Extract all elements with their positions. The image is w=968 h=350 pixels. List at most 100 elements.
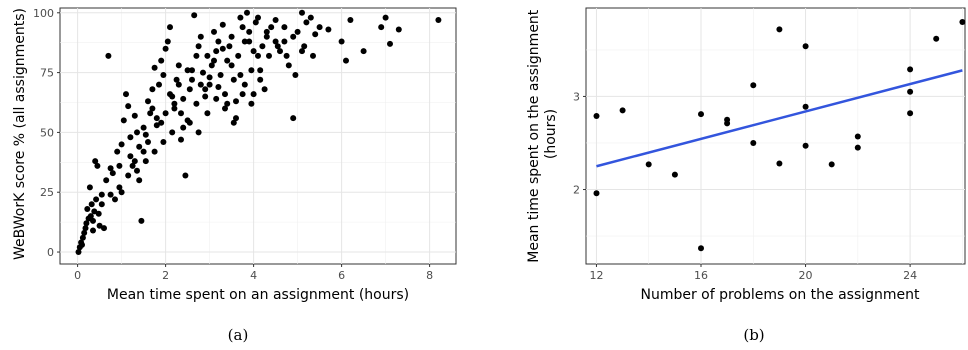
data-point bbox=[195, 129, 202, 136]
data-point bbox=[303, 19, 310, 26]
data-point bbox=[149, 105, 156, 112]
data-point bbox=[233, 98, 239, 105]
data-point bbox=[186, 119, 193, 126]
data-point bbox=[153, 115, 160, 122]
data-point bbox=[151, 148, 158, 155]
data-point bbox=[347, 17, 354, 23]
data-point bbox=[378, 24, 385, 31]
data-point bbox=[213, 95, 220, 102]
data-point bbox=[167, 24, 173, 31]
data-point bbox=[131, 112, 138, 119]
data-point bbox=[162, 45, 169, 52]
data-point bbox=[118, 141, 125, 148]
data-point bbox=[142, 131, 149, 138]
data-point bbox=[698, 111, 704, 118]
data-point bbox=[171, 100, 178, 107]
data-point bbox=[86, 184, 93, 191]
data-point bbox=[248, 100, 255, 107]
x-tick-label: 16 bbox=[694, 269, 708, 282]
data-point bbox=[123, 91, 129, 98]
data-point bbox=[162, 110, 169, 117]
x-tick-label: 8 bbox=[426, 269, 433, 282]
y-tick-label: 2 bbox=[573, 184, 580, 197]
data-point bbox=[290, 33, 297, 40]
data-point bbox=[776, 160, 783, 167]
data-point bbox=[241, 81, 248, 88]
data-point bbox=[140, 148, 147, 155]
data-point bbox=[160, 139, 167, 145]
chart-a: 0 2 4 6 8 0 25 50 75 100 Mean time spent on an as… bbox=[12, 7, 457, 344]
data-point bbox=[142, 158, 149, 165]
data-point bbox=[171, 105, 178, 112]
chart-a-points bbox=[75, 9, 442, 255]
data-point bbox=[145, 139, 151, 145]
data-point bbox=[222, 105, 228, 112]
data-point bbox=[237, 14, 244, 21]
data-point bbox=[255, 14, 261, 21]
data-point bbox=[164, 38, 171, 45]
data-point bbox=[593, 190, 600, 197]
data-point bbox=[75, 249, 82, 255]
data-point bbox=[907, 110, 914, 117]
data-point bbox=[233, 115, 239, 122]
data-point bbox=[208, 62, 215, 69]
data-point bbox=[79, 234, 86, 241]
data-point bbox=[226, 43, 233, 50]
data-point bbox=[134, 129, 140, 136]
data-point bbox=[263, 28, 270, 35]
data-point bbox=[151, 64, 158, 71]
data-point bbox=[120, 117, 127, 124]
data-point bbox=[160, 72, 167, 78]
data-point bbox=[79, 241, 85, 248]
data-point bbox=[272, 17, 279, 23]
data-point bbox=[197, 81, 204, 88]
data-point bbox=[112, 196, 118, 203]
data-point bbox=[246, 28, 253, 35]
data-point bbox=[257, 76, 264, 83]
data-point bbox=[81, 229, 88, 236]
y-tick-label: 3 bbox=[573, 90, 580, 103]
data-point bbox=[84, 206, 91, 212]
chart-b-plot-area bbox=[585, 7, 966, 265]
data-point bbox=[180, 124, 187, 131]
data-point bbox=[593, 113, 600, 119]
data-point bbox=[259, 43, 266, 50]
data-point bbox=[127, 153, 134, 160]
data-point bbox=[907, 66, 914, 73]
data-point bbox=[299, 48, 305, 55]
data-point bbox=[116, 162, 123, 169]
data-point bbox=[125, 172, 132, 179]
data-point bbox=[290, 115, 297, 122]
data-point bbox=[88, 201, 95, 208]
data-point bbox=[83, 220, 90, 227]
data-point bbox=[250, 91, 257, 98]
data-point bbox=[215, 84, 222, 90]
data-point bbox=[250, 48, 257, 55]
data-point bbox=[219, 45, 226, 52]
data-point bbox=[310, 52, 316, 59]
data-point bbox=[173, 76, 180, 83]
data-point bbox=[206, 74, 213, 81]
data-point bbox=[230, 76, 237, 83]
chart-b-points bbox=[593, 19, 966, 252]
data-point bbox=[134, 167, 140, 174]
data-point bbox=[224, 100, 231, 107]
chart-b-gridlines bbox=[583, 8, 965, 267]
data-point bbox=[301, 43, 308, 50]
chart-b-tick-labels: 12 16 20 24 2 3 bbox=[573, 90, 917, 282]
data-point bbox=[263, 33, 270, 40]
data-point bbox=[116, 184, 123, 191]
data-point bbox=[724, 120, 731, 127]
chart-b-trendline bbox=[596, 69, 963, 168]
data-point bbox=[283, 52, 290, 59]
data-point bbox=[776, 26, 783, 33]
data-point bbox=[184, 67, 191, 74]
data-point bbox=[96, 222, 103, 229]
data-point bbox=[244, 9, 250, 16]
data-point bbox=[129, 162, 136, 169]
chart-a-plot-area bbox=[59, 7, 457, 265]
data-point bbox=[435, 17, 442, 23]
data-point bbox=[178, 110, 184, 117]
data-point bbox=[101, 225, 107, 232]
data-point bbox=[180, 95, 187, 102]
